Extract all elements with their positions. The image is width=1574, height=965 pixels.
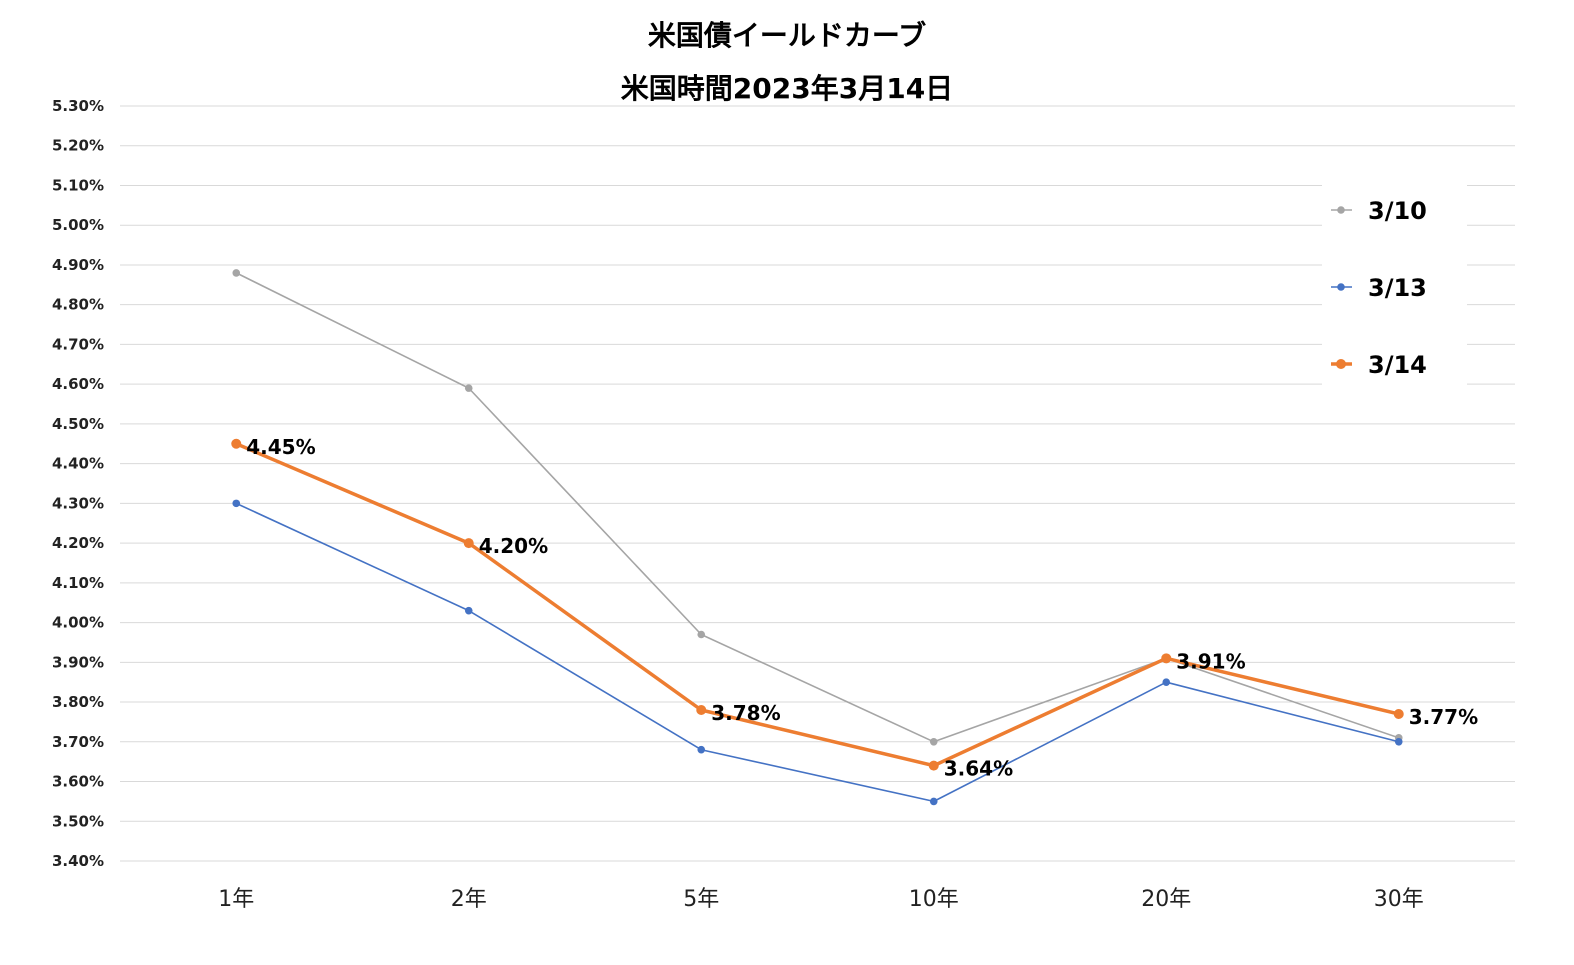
x-tick-label: 20年: [1141, 887, 1191, 912]
y-tick-label: 3.90%: [52, 653, 104, 671]
data-point: [1394, 737, 1403, 746]
chart-title-line-2: 米国時間2023年3月14日: [621, 72, 953, 105]
data-point: [232, 499, 241, 508]
y-tick-label: 4.80%: [52, 296, 104, 314]
x-tick-label: 5年: [683, 887, 719, 912]
data-point: [929, 797, 938, 806]
data-point: [697, 630, 706, 639]
y-tick-label: 4.50%: [52, 415, 104, 433]
data-point: [697, 745, 706, 754]
legend-label: 3/13: [1368, 274, 1427, 302]
data-labels: 4.45% 4.20% 3.78% 3.64% 3.91% 3.77%: [246, 435, 1478, 781]
data-point: [1161, 653, 1172, 664]
data-label: 3.77%: [1409, 705, 1478, 729]
legend-label: 3/10: [1368, 197, 1427, 225]
legend-point-marker: [1337, 283, 1345, 291]
data-point: [928, 760, 939, 771]
chart-title-line-1: 米国債イールドカーブ: [648, 19, 926, 52]
data-label: 4.20%: [479, 534, 548, 558]
y-tick-label: 4.60%: [52, 375, 104, 393]
data-point: [696, 705, 707, 715]
series-lines: [231, 269, 1404, 806]
y-tick-label: 4.70%: [52, 335, 104, 353]
data-point: [1162, 678, 1171, 686]
data-point: [231, 438, 242, 449]
x-tick-label: 1年: [218, 887, 254, 912]
legend-point-marker: [1337, 206, 1345, 214]
data-point: [463, 538, 474, 549]
x-tick-label: 10年: [909, 887, 959, 912]
y-tick-label: 5.20%: [52, 137, 104, 155]
x-axis-ticks: 1年 2年 5年 10年 20年 30年: [218, 887, 1424, 912]
series-line-3-13: [235, 502, 1399, 803]
y-tick-label: 3.60%: [52, 773, 104, 791]
series-line-3-14: [235, 442, 1400, 768]
y-tick-label: 4.10%: [52, 574, 104, 592]
data-label: 3.78%: [711, 701, 780, 725]
y-tick-label: 5.30%: [52, 97, 104, 115]
data-label: 4.45%: [246, 435, 315, 459]
legend: 3/10 3/13 3/14: [1322, 180, 1467, 392]
y-tick-label: 3.50%: [52, 812, 104, 830]
series-line-3-10: [235, 272, 1400, 743]
x-tick-label: 2年: [451, 887, 487, 912]
gridlines: [120, 105, 1515, 862]
legend-point-marker: [1336, 359, 1346, 369]
data-point: [464, 606, 473, 615]
data-label: 3.91%: [1176, 649, 1245, 673]
data-point: [464, 384, 473, 392]
data-point: [232, 269, 241, 277]
data-label: 3.64%: [944, 757, 1013, 781]
y-tick-label: 4.30%: [52, 494, 104, 512]
y-tick-label: 3.40%: [52, 852, 104, 870]
y-tick-label: 5.00%: [52, 216, 104, 234]
legend-label: 3/14: [1368, 351, 1427, 379]
data-point: [929, 737, 938, 746]
legend-box: [1322, 180, 1467, 392]
y-tick-label: 4.00%: [52, 614, 104, 632]
y-tick-label: 4.90%: [52, 256, 104, 274]
y-tick-label: 5.10%: [52, 176, 104, 194]
data-point: [1393, 708, 1404, 719]
y-tick-label: 4.40%: [52, 455, 104, 473]
y-axis-ticks: 5.30% 5.20% 5.10% 5.00% 4.90% 4.80% 4.70% 4.60%…: [52, 97, 104, 870]
y-tick-label: 3.70%: [52, 733, 104, 751]
x-tick-label: 30年: [1374, 887, 1424, 912]
y-tick-label: 3.80%: [52, 693, 104, 711]
y-tick-label: 4.20%: [52, 534, 104, 552]
